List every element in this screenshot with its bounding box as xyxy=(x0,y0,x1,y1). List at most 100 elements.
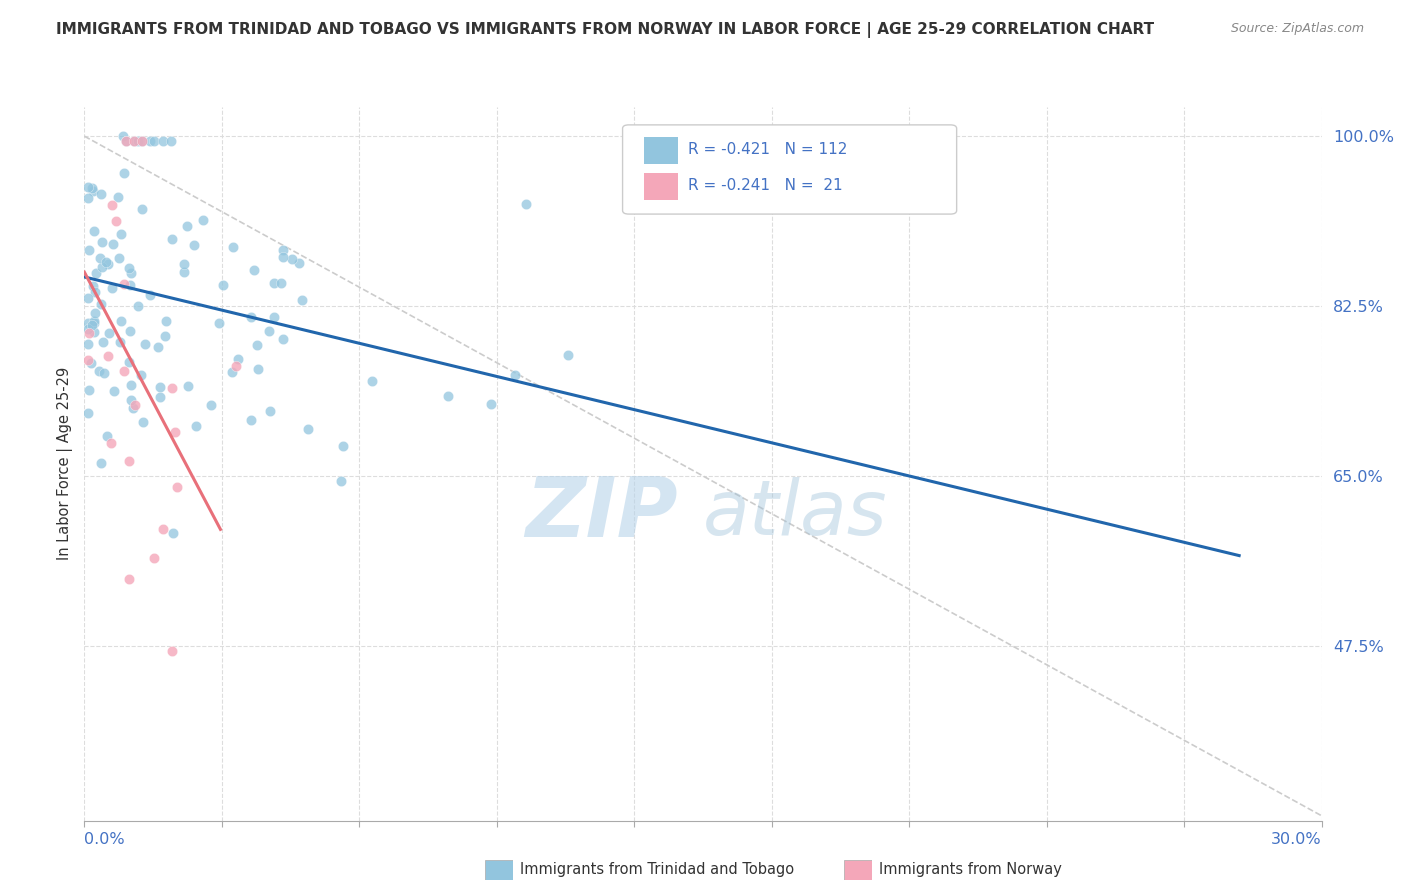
Point xyxy=(96,255,118,269)
Point xyxy=(162,525,184,540)
Point xyxy=(134,336,156,351)
Point xyxy=(131,368,153,382)
Point xyxy=(127,134,149,148)
Point xyxy=(120,266,142,280)
Point xyxy=(84,266,107,280)
Point xyxy=(153,329,176,343)
Text: R = -0.421   N = 112: R = -0.421 N = 112 xyxy=(688,143,848,157)
Point xyxy=(77,243,100,257)
Point xyxy=(437,389,460,403)
Point xyxy=(112,364,135,378)
Point xyxy=(77,316,100,330)
Point xyxy=(112,166,135,180)
Point xyxy=(360,374,382,388)
Point xyxy=(200,398,222,412)
Point xyxy=(160,381,183,395)
Point xyxy=(479,396,502,410)
Point xyxy=(101,198,124,212)
Point xyxy=(160,232,183,246)
Text: R = -0.241   N =  21: R = -0.241 N = 21 xyxy=(688,178,842,193)
Point xyxy=(122,134,145,148)
Point xyxy=(77,322,100,336)
Point xyxy=(263,277,285,291)
Point xyxy=(139,134,162,148)
Point xyxy=(246,338,269,352)
Point xyxy=(77,353,100,368)
Point xyxy=(112,129,135,144)
Point xyxy=(83,224,105,238)
Point xyxy=(160,644,183,658)
Point xyxy=(173,257,195,271)
Point xyxy=(77,191,100,205)
Point xyxy=(131,134,153,148)
Point xyxy=(79,383,101,397)
Point xyxy=(120,393,142,408)
Point xyxy=(90,186,112,201)
Point xyxy=(515,197,537,211)
Point xyxy=(142,550,165,565)
Point xyxy=(271,332,294,346)
Y-axis label: In Labor Force | Age 25-29: In Labor Force | Age 25-29 xyxy=(58,368,73,560)
Point xyxy=(240,310,263,325)
Point xyxy=(259,403,281,417)
Point xyxy=(77,180,100,194)
Point xyxy=(291,293,314,308)
Point xyxy=(177,379,200,393)
Point xyxy=(77,406,100,420)
Point xyxy=(257,324,280,338)
Point xyxy=(184,418,207,433)
Point xyxy=(118,260,141,275)
Point xyxy=(191,213,214,227)
Point xyxy=(82,279,104,293)
Text: 30.0%: 30.0% xyxy=(1271,832,1322,847)
Point xyxy=(243,263,266,277)
Point xyxy=(77,337,100,351)
Point xyxy=(84,306,107,320)
Point xyxy=(118,278,141,293)
Point xyxy=(80,181,103,195)
Point xyxy=(207,317,229,331)
Text: Source: ZipAtlas.com: Source: ZipAtlas.com xyxy=(1230,22,1364,36)
Point xyxy=(89,364,111,378)
Point xyxy=(83,325,105,339)
Point xyxy=(160,134,183,148)
Point xyxy=(165,425,187,439)
Point xyxy=(122,401,145,415)
Text: Immigrants from Norway: Immigrants from Norway xyxy=(879,863,1062,877)
Point xyxy=(80,356,103,370)
Point xyxy=(96,429,118,443)
Point xyxy=(152,523,174,537)
Point xyxy=(131,202,153,216)
Point xyxy=(138,288,160,302)
Point xyxy=(114,134,136,148)
Point xyxy=(118,324,141,338)
Point xyxy=(155,314,177,328)
Point xyxy=(263,310,285,324)
Point xyxy=(183,238,205,252)
Point xyxy=(131,134,153,148)
Point xyxy=(332,439,354,453)
Point xyxy=(82,184,104,198)
Point xyxy=(110,227,132,242)
Point xyxy=(246,362,269,376)
Point xyxy=(127,299,149,313)
Point xyxy=(112,277,135,292)
Point xyxy=(97,350,120,364)
Text: IMMIGRANTS FROM TRINIDAD AND TOBAGO VS IMMIGRANTS FROM NORWAY IN LABOR FORCE | A: IMMIGRANTS FROM TRINIDAD AND TOBAGO VS I… xyxy=(56,22,1154,38)
Point xyxy=(118,454,141,468)
Point xyxy=(503,368,526,383)
Point xyxy=(166,480,188,494)
Point xyxy=(108,334,131,349)
Point xyxy=(122,134,145,148)
Point xyxy=(101,237,124,252)
Point xyxy=(143,134,166,148)
Point xyxy=(90,456,112,470)
Point xyxy=(118,355,141,369)
Point xyxy=(148,340,170,354)
Point xyxy=(270,276,292,290)
Point xyxy=(100,436,122,450)
Point xyxy=(176,219,198,233)
Point xyxy=(91,334,114,349)
Point xyxy=(149,380,172,394)
Point xyxy=(97,326,120,340)
